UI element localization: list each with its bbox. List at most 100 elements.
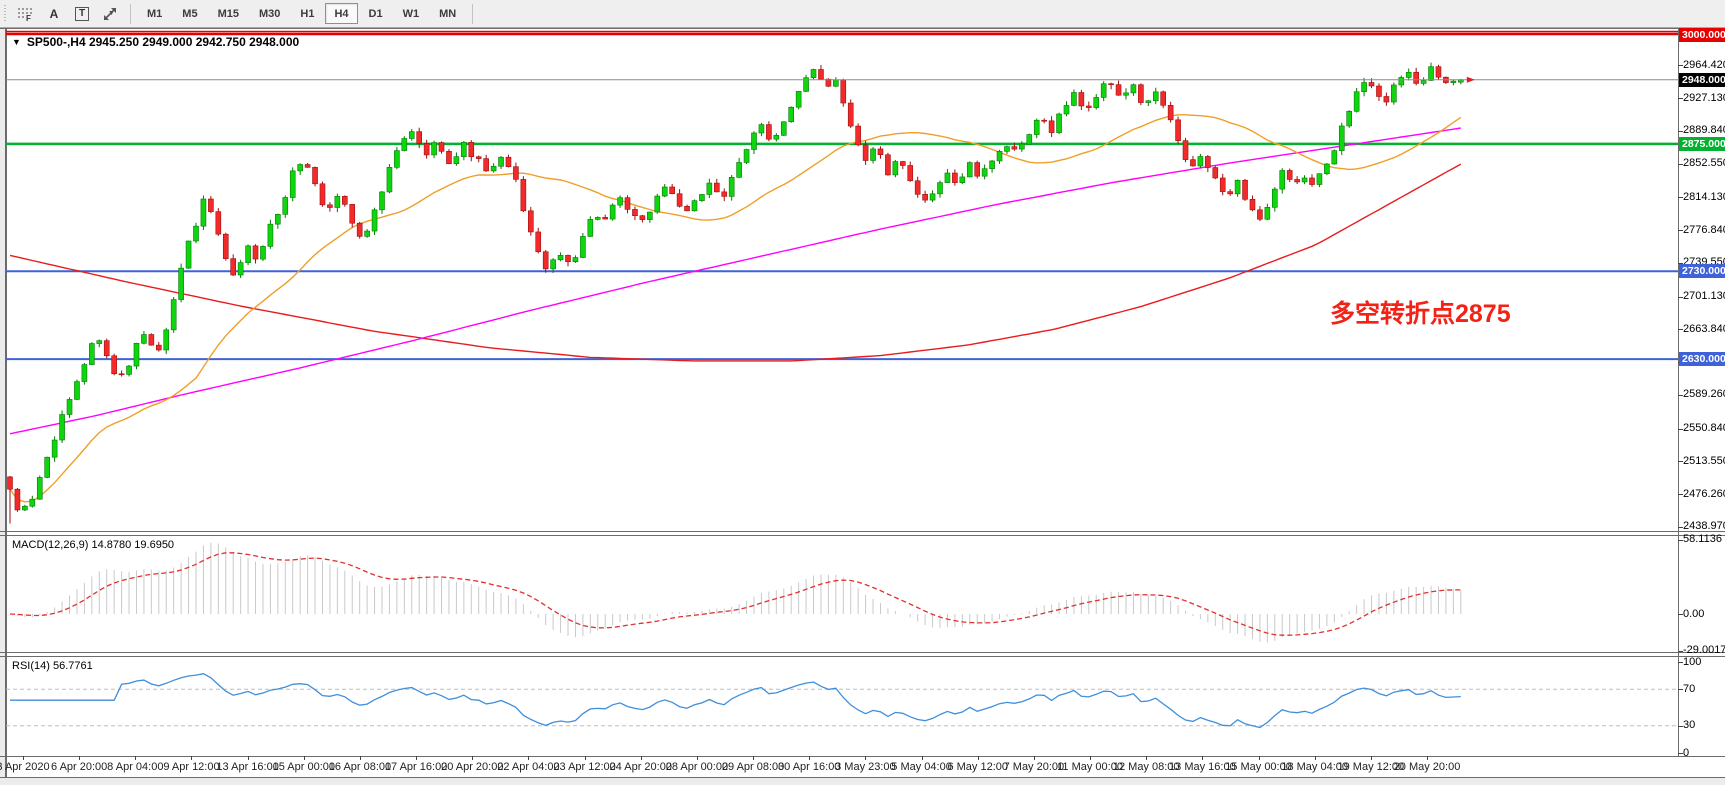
toolbar-grip[interactable] bbox=[2, 4, 9, 23]
candle-body bbox=[1353, 91, 1360, 112]
text-label-button[interactable]: A bbox=[42, 3, 66, 25]
candle-body bbox=[989, 160, 995, 169]
text-box-button[interactable]: T bbox=[70, 3, 94, 25]
candle-body bbox=[1428, 66, 1434, 81]
candle-body bbox=[557, 255, 564, 261]
candle-body bbox=[1100, 83, 1107, 98]
candle-body bbox=[126, 365, 132, 375]
candle-body bbox=[1450, 80, 1457, 83]
timeframe-button-m15[interactable]: M15 bbox=[217, 7, 239, 20]
macd-tick-label: 0.00 bbox=[1683, 607, 1705, 620]
candle-body bbox=[103, 340, 110, 357]
candle-body bbox=[788, 106, 795, 123]
candle-body bbox=[520, 179, 527, 212]
candle-body bbox=[1071, 92, 1077, 106]
candle-body bbox=[617, 197, 623, 206]
candle-body bbox=[505, 156, 512, 167]
candle-body bbox=[758, 124, 765, 134]
candle-body bbox=[1242, 179, 1248, 200]
candle-body bbox=[1398, 77, 1405, 86]
candle-body bbox=[1435, 66, 1442, 78]
candle-body bbox=[1145, 100, 1152, 103]
candle-body bbox=[1041, 119, 1047, 122]
price-tick-dash bbox=[1678, 230, 1683, 232]
rsi-indicator-chart[interactable] bbox=[6, 657, 1678, 756]
rsi-tick-dash bbox=[1678, 725, 1683, 727]
symbol-dropdown-icon[interactable]: ▼ bbox=[12, 37, 21, 47]
time-axis-tick bbox=[528, 756, 530, 760]
timeframe-button-m30[interactable]: M30 bbox=[258, 7, 281, 20]
candle-body bbox=[937, 182, 943, 195]
candle-body bbox=[327, 204, 333, 208]
candle-body bbox=[1279, 170, 1286, 190]
candle-body bbox=[1093, 97, 1100, 108]
rsi-tick-label: 70 bbox=[1683, 682, 1696, 695]
time-axis-label: 23 Apr 12:00 bbox=[553, 761, 616, 773]
price-tick-label: 2513.550 bbox=[1683, 454, 1725, 467]
candle-body bbox=[364, 230, 370, 237]
timeframe-button-mn[interactable]: MN bbox=[439, 7, 457, 20]
time-axis-label: 8 Apr 04:00 bbox=[107, 761, 164, 773]
time-axis-tick bbox=[640, 756, 642, 760]
candle-body bbox=[1026, 134, 1033, 145]
candle-body bbox=[803, 77, 809, 92]
candle-body bbox=[133, 342, 140, 367]
main-macd-separator-2[interactable] bbox=[0, 535, 1725, 536]
candle-body bbox=[632, 209, 638, 217]
macd-histogram bbox=[16, 542, 1462, 643]
candle-body bbox=[1420, 80, 1427, 84]
macd-tick-label: -29.0017 bbox=[1683, 644, 1725, 657]
candle-body bbox=[1286, 170, 1293, 180]
candle-body bbox=[1004, 146, 1010, 152]
candle-body bbox=[282, 197, 289, 215]
price-tick-label: 2927.130 bbox=[1683, 91, 1725, 104]
candle-body bbox=[1257, 209, 1263, 220]
macd-rsi-separator-2[interactable] bbox=[0, 656, 1725, 657]
price-badge-2630.000: 2630.000 bbox=[1679, 352, 1725, 367]
candle-body bbox=[1175, 119, 1181, 141]
candle-body bbox=[892, 161, 899, 176]
cursor-mode-button[interactable]: ▼ bbox=[98, 3, 122, 25]
candle-body bbox=[535, 231, 542, 253]
timeframe-button-h1[interactable]: H1 bbox=[300, 7, 315, 20]
candle-body bbox=[855, 125, 861, 146]
candle-body bbox=[766, 124, 772, 140]
candle-body bbox=[1368, 82, 1375, 87]
text-box-t-icon: T bbox=[74, 6, 90, 21]
timeframe-button-m5[interactable]: M5 bbox=[182, 7, 198, 20]
candle-body bbox=[684, 205, 690, 212]
macd-indicator-chart[interactable] bbox=[6, 536, 1678, 651]
rsi-tick-dash bbox=[1678, 753, 1683, 754]
candle-body bbox=[840, 79, 847, 104]
candle-body bbox=[394, 150, 400, 168]
candle-body bbox=[1019, 143, 1025, 150]
timeframe-button-w1[interactable]: W1 bbox=[402, 7, 420, 20]
main-macd-separator[interactable] bbox=[0, 531, 1725, 532]
candle-body bbox=[1108, 83, 1114, 86]
candle-body bbox=[780, 121, 787, 136]
time-axis-label: 29 Apr 08:00 bbox=[721, 761, 785, 773]
candle-body bbox=[431, 142, 437, 156]
timeframe-button-h4[interactable]: H4 bbox=[325, 3, 358, 24]
main-price-chart[interactable] bbox=[6, 30, 1678, 531]
time-axis-label: 5 May 04:00 bbox=[891, 761, 952, 773]
grid-f-icon-button[interactable]: F bbox=[14, 3, 38, 25]
chart-title: ▼ SP500-,H4 2945.250 2949.000 2942.750 29… bbox=[12, 35, 299, 49]
candle-body bbox=[141, 334, 147, 344]
candle-body bbox=[1376, 85, 1382, 97]
timeframe-button-m1[interactable]: M1 bbox=[147, 7, 163, 20]
price-tick-dash bbox=[1678, 494, 1683, 496]
candle-body bbox=[914, 180, 921, 195]
macd-tick-dash bbox=[1678, 539, 1683, 541]
time-axis-line bbox=[0, 756, 1725, 757]
candle-body bbox=[795, 91, 802, 108]
time-axis-label: 20 Apr 20:00 bbox=[441, 761, 504, 773]
price-tick-label: 2589.260 bbox=[1683, 388, 1725, 401]
candle-body bbox=[825, 78, 832, 87]
candle-body bbox=[44, 456, 51, 478]
timeframe-button-d1[interactable]: D1 bbox=[368, 7, 383, 20]
macd-rsi-separator[interactable] bbox=[0, 652, 1725, 653]
candle-body bbox=[349, 204, 356, 224]
candle-body bbox=[379, 191, 385, 211]
macd-label: MACD(12,26,9) 14.8780 19.6950 bbox=[12, 539, 175, 551]
